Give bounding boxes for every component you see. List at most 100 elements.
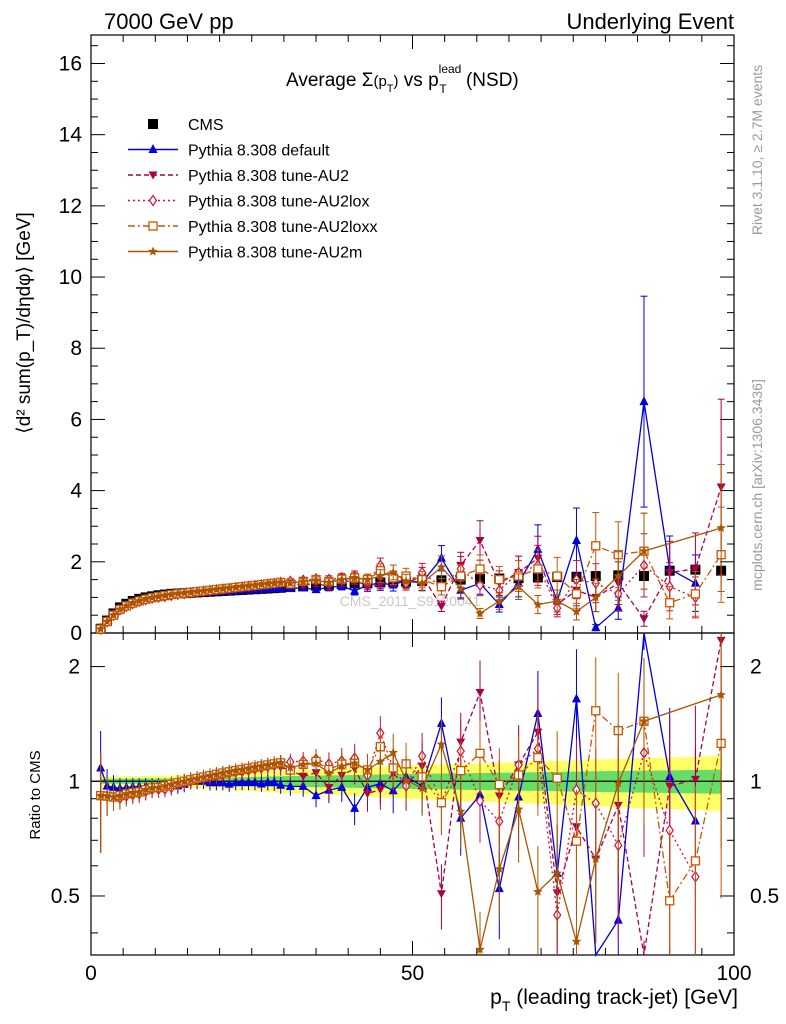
ratio-point	[716, 689, 726, 699]
legend-entry: Pythia 8.308 tune-AU2	[128, 168, 349, 185]
data-point	[475, 536, 485, 545]
ratio-point	[401, 775, 411, 785]
legend-marker	[148, 119, 158, 129]
ratio-point	[298, 772, 308, 781]
ratio-point	[102, 791, 112, 801]
data-point	[349, 572, 360, 582]
data-point	[224, 583, 234, 593]
legend-marker	[148, 194, 158, 207]
ratio-point	[311, 790, 321, 800]
data-point	[591, 541, 601, 551]
ratio-point	[218, 768, 228, 778]
ratio-point	[237, 764, 247, 774]
ratio-point	[243, 763, 254, 773]
legend-label: Pythia 8.308 tune-AU2m	[188, 245, 362, 262]
data-point	[147, 592, 157, 602]
legend-marker	[148, 144, 158, 153]
y-tick-label: 6	[70, 408, 82, 431]
rivet-version-label: Rivet 3.1.10, ≥ 2.7M events	[749, 65, 765, 235]
ratio-panel-series	[95, 632, 726, 957]
ratio-point	[166, 779, 177, 789]
data-point	[237, 581, 247, 591]
data-point	[166, 589, 177, 599]
data-point	[552, 571, 562, 581]
ratio-point	[475, 794, 485, 807]
data-point	[108, 610, 119, 620]
ratio-point	[285, 780, 295, 790]
series-4-main	[95, 506, 726, 634]
ratio-point	[349, 758, 360, 768]
data-point	[571, 606, 582, 616]
data-point	[102, 616, 112, 626]
x-tick-label: 0	[85, 962, 97, 985]
ratio-point	[533, 886, 543, 896]
ratio-point	[456, 765, 466, 776]
ratio-point	[436, 739, 447, 749]
x-axis-label: pT (leading track-jet) [GeV]	[490, 986, 738, 1014]
ratio-point	[121, 788, 132, 798]
x-tick-label: 100	[716, 962, 751, 985]
data-point	[571, 589, 582, 599]
y-tick-label: 4	[70, 480, 82, 503]
ratio-point	[436, 798, 447, 808]
data-point	[173, 588, 183, 598]
ratio-point	[388, 747, 398, 757]
ratio-point	[494, 779, 504, 790]
ratio-point	[256, 778, 266, 788]
ratio-point	[475, 944, 485, 954]
data-point	[160, 590, 170, 600]
ratio-point	[552, 773, 562, 783]
x-tick-label: 50	[401, 962, 424, 985]
data-point	[205, 585, 215, 595]
data-point	[639, 615, 649, 624]
ratio-point	[690, 775, 700, 784]
legend-entry: Pythia 8.308 tune-AU2m	[128, 245, 362, 262]
data-point	[198, 586, 209, 595]
legend-label: Pythia 8.308 tune-AU2lox	[188, 194, 369, 211]
ratio-point	[337, 761, 347, 771]
ratio-point	[153, 782, 164, 792]
data-point	[475, 564, 485, 574]
ratio-point	[269, 777, 279, 787]
data-point	[375, 581, 385, 590]
data-point	[375, 571, 386, 581]
ratio-point	[224, 766, 234, 776]
ratio-point	[115, 790, 125, 800]
series-5-ratio	[95, 633, 726, 955]
ratio-point	[147, 782, 157, 792]
data-point	[95, 624, 106, 634]
ratio-point	[237, 777, 247, 787]
ratio-point	[140, 784, 151, 794]
legend-label: Pythia 8.308 tune-AU2	[188, 168, 349, 185]
data-point	[362, 574, 373, 584]
ratio-point	[263, 777, 273, 787]
data-point	[218, 583, 228, 593]
data-point	[263, 578, 273, 588]
data-point	[513, 581, 524, 591]
legend-entry: Pythia 8.308 tune-AU2lox	[128, 194, 369, 211]
ratio-point	[375, 786, 385, 795]
data-point	[417, 578, 427, 588]
ratio-point	[639, 716, 649, 726]
ratio-point	[362, 790, 372, 799]
header-left: 7000 GeV pp	[104, 9, 234, 34]
ratio-point	[256, 761, 267, 770]
ratio-point	[456, 806, 466, 816]
data-point	[591, 622, 601, 632]
series-3-ratio	[96, 689, 700, 955]
header-right: Underlying Event	[566, 9, 734, 34]
ratio-point	[185, 774, 196, 784]
ratio-tick-label-right: 2	[750, 656, 762, 679]
ratio-tick-label-left: 2	[68, 656, 80, 679]
ratio-point	[230, 765, 241, 775]
ratio-point	[475, 688, 485, 697]
ratio-point	[108, 792, 119, 802]
ratio-point	[179, 776, 189, 786]
ratio-point	[417, 783, 427, 793]
ratio-point	[269, 758, 279, 768]
data-point	[436, 562, 447, 572]
ratio-tick-label-right: 0.5	[750, 885, 779, 908]
y-tick-label: 0	[70, 622, 82, 645]
series-5-main	[95, 463, 726, 634]
